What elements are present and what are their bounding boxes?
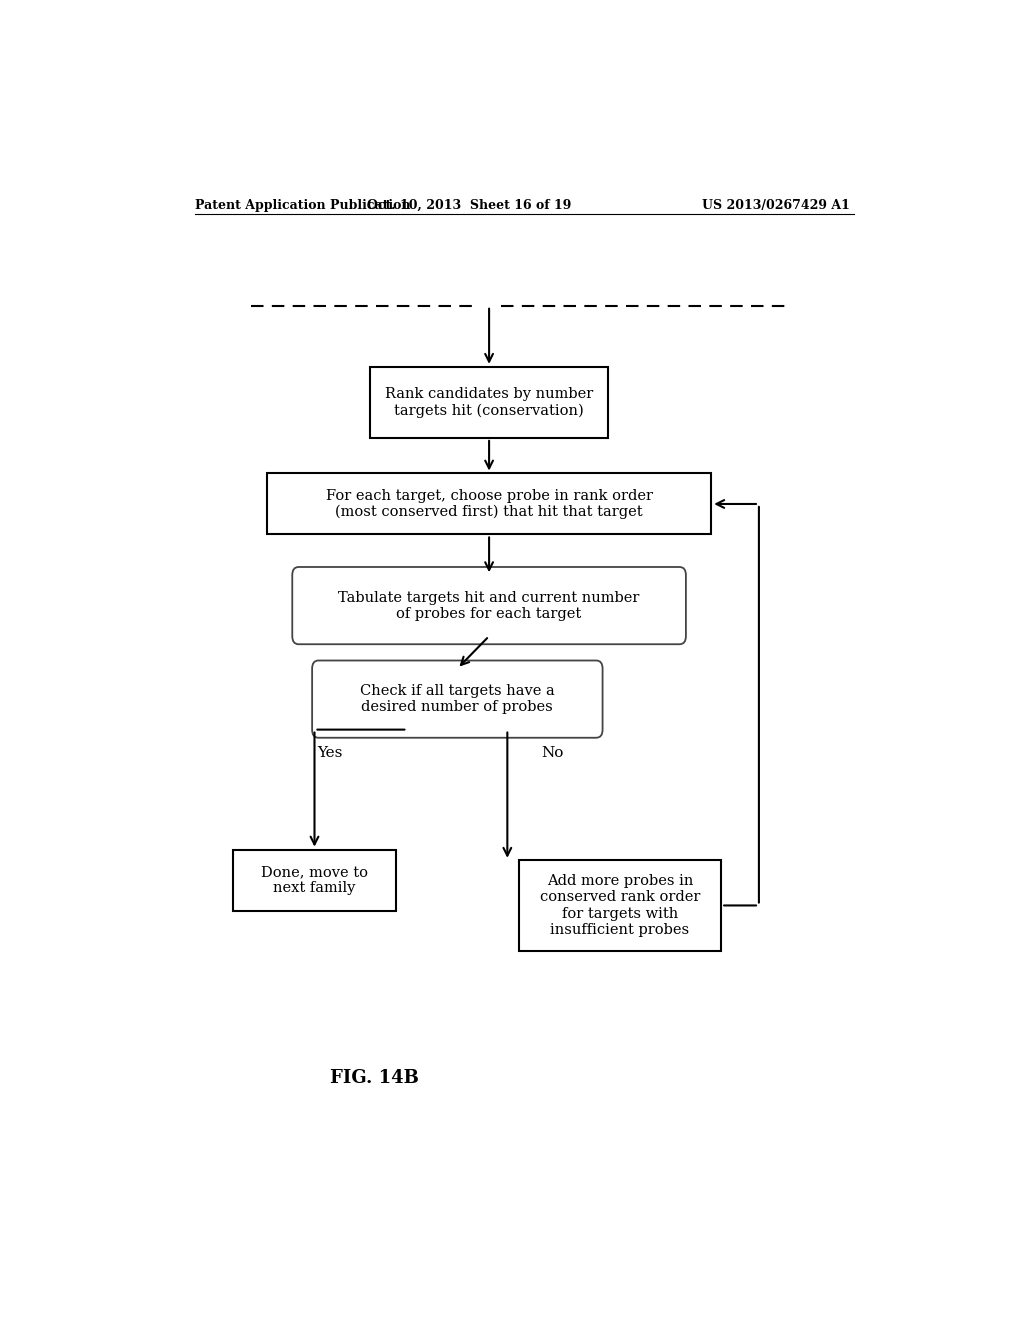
FancyBboxPatch shape <box>312 660 602 738</box>
FancyBboxPatch shape <box>233 850 396 911</box>
Text: Done, move to
next family: Done, move to next family <box>261 865 368 895</box>
Text: US 2013/0267429 A1: US 2013/0267429 A1 <box>702 199 850 213</box>
Text: Patent Application Publication: Patent Application Publication <box>196 199 411 213</box>
FancyBboxPatch shape <box>370 367 608 438</box>
Text: FIG. 14B: FIG. 14B <box>330 1069 419 1088</box>
Text: Oct. 10, 2013  Sheet 16 of 19: Oct. 10, 2013 Sheet 16 of 19 <box>367 199 571 213</box>
Text: Rank candidates by number
targets hit (conservation): Rank candidates by number targets hit (c… <box>385 387 593 417</box>
Text: Check if all targets have a
desired number of probes: Check if all targets have a desired numb… <box>360 684 555 714</box>
Text: Tabulate targets hit and current number
of probes for each target: Tabulate targets hit and current number … <box>338 590 640 620</box>
FancyBboxPatch shape <box>267 474 712 535</box>
Text: For each target, choose probe in rank order
(most conserved first) that hit that: For each target, choose probe in rank or… <box>326 488 652 519</box>
Text: Add more probes in
conserved rank order
for targets with
insufficient probes: Add more probes in conserved rank order … <box>540 874 700 937</box>
Text: No: No <box>542 746 564 760</box>
Text: Yes: Yes <box>317 746 343 760</box>
FancyBboxPatch shape <box>519 859 721 952</box>
FancyBboxPatch shape <box>292 568 686 644</box>
